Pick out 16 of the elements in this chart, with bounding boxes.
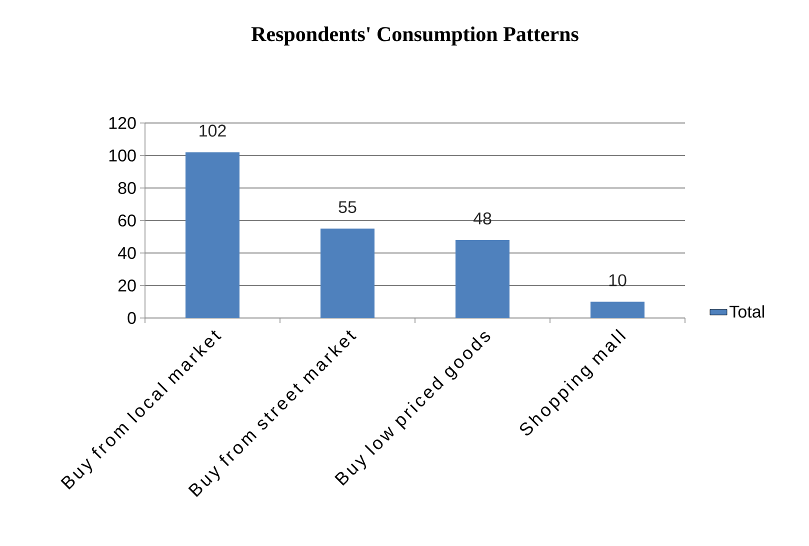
y-tick-label: 0 (128, 312, 136, 324)
data-label: 102 (200, 124, 226, 137)
data-label: 10 (609, 274, 626, 286)
y-tick-label: 80 (118, 182, 136, 194)
y-tick-label: 20 (118, 279, 136, 292)
y-tick-label: 40 (118, 246, 136, 260)
bar (320, 228, 375, 318)
bar (456, 240, 510, 318)
chart-title: Respondents' Consumption Patterns (251, 26, 578, 46)
y-tick-label: 100 (109, 149, 136, 162)
bar (590, 302, 645, 318)
bar (186, 152, 240, 318)
data-label: 55 (338, 201, 356, 214)
y-tick-label: 60 (118, 214, 136, 227)
y-tick-label: 120 (109, 116, 136, 130)
legend-label: Total (730, 305, 764, 318)
